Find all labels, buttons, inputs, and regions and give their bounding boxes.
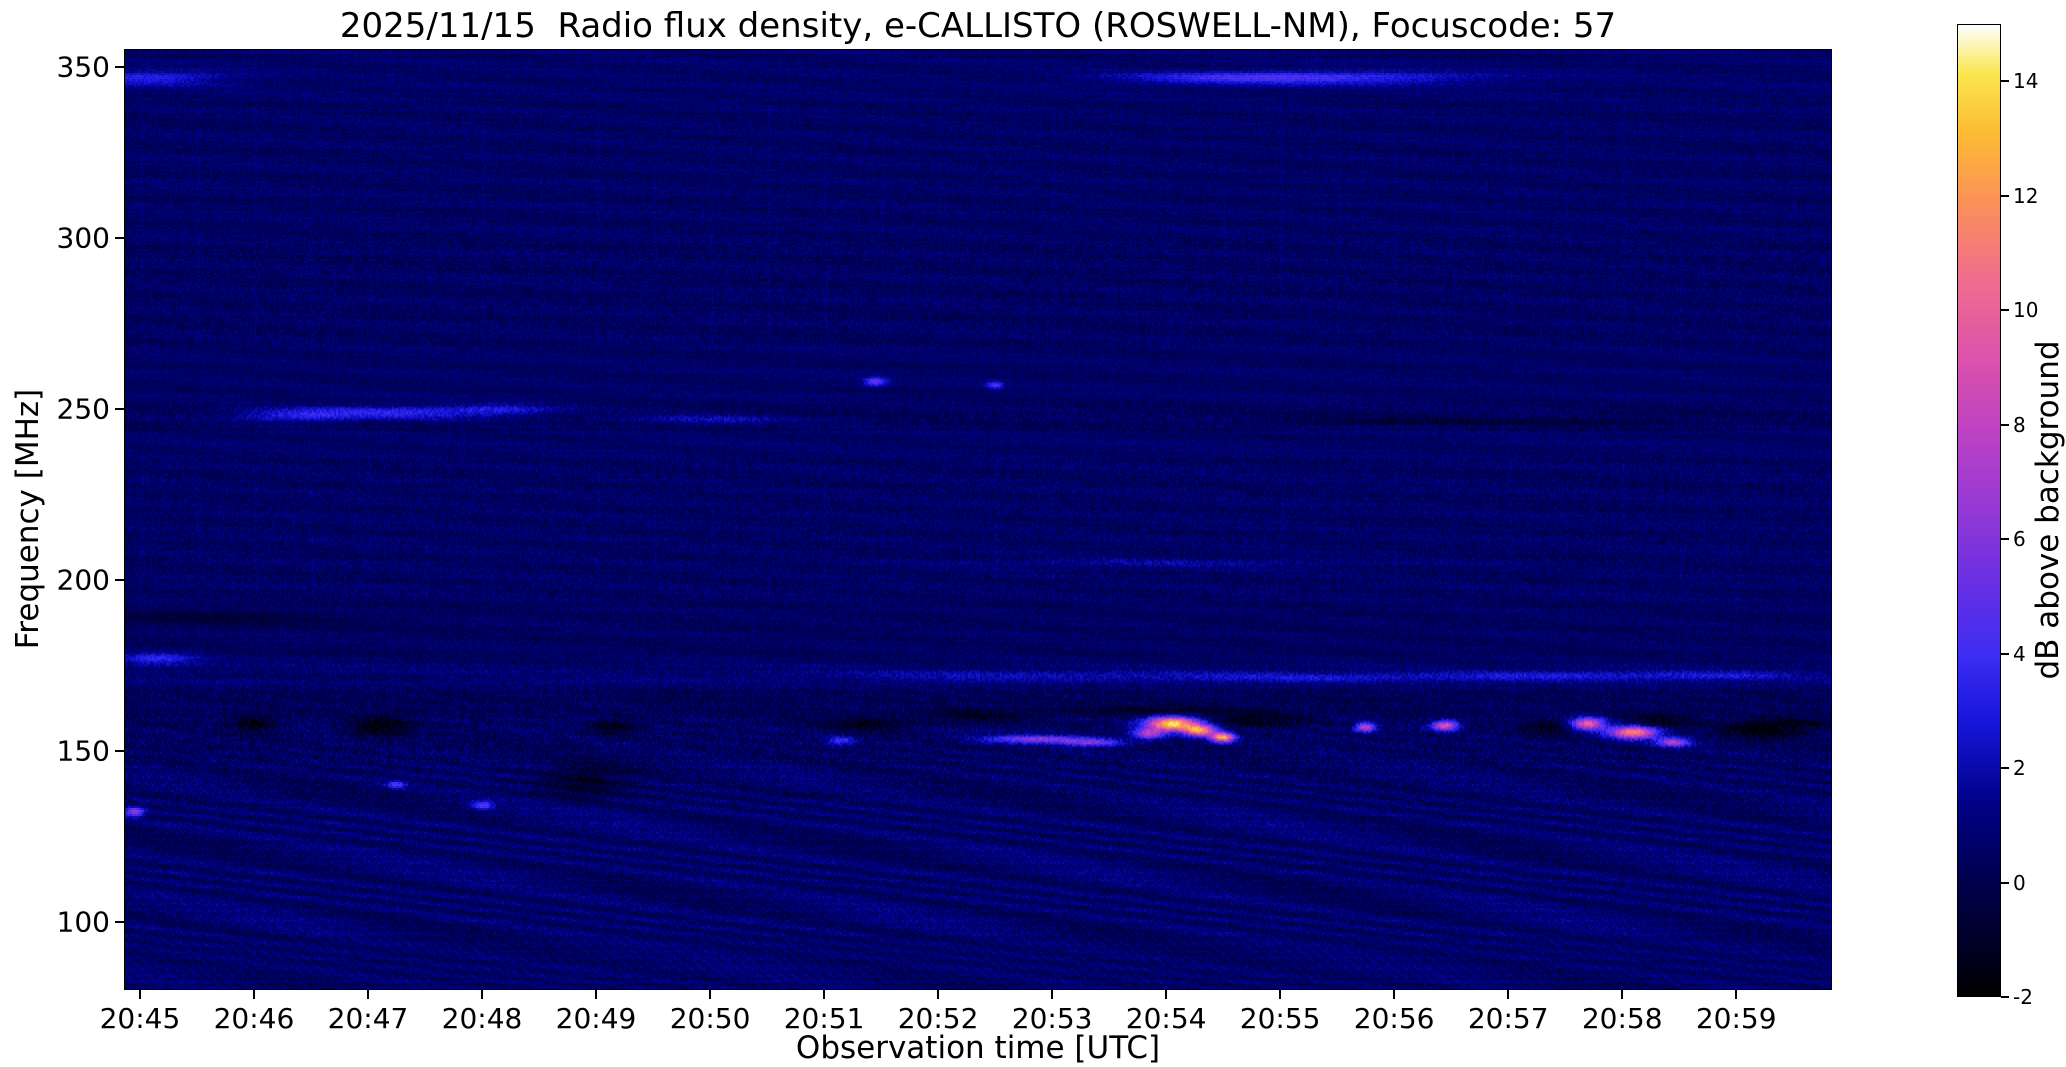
- spectrogram-heatmap: [124, 49, 1832, 990]
- x-tick-mark: [1735, 990, 1738, 999]
- x-tick-mark: [138, 990, 141, 999]
- x-tick-mark: [1165, 990, 1168, 999]
- colorbar-tick-label: 12: [2013, 183, 2039, 208]
- y-tick-mark: [115, 578, 124, 581]
- y-tick-mark: [115, 408, 124, 411]
- colorbar-label: dB above background: [2030, 340, 2066, 680]
- colorbar-tick-mark: [2001, 423, 2009, 426]
- colorbar-tick-mark: [2001, 309, 2009, 312]
- y-axis-label: Frequency [MHz]: [10, 388, 46, 650]
- x-tick-label: 20:57: [1467, 1002, 1549, 1035]
- colorbar-tick-mark: [2001, 881, 2009, 884]
- y-tick-mark: [115, 66, 124, 69]
- colorbar-tick-label: 8: [2013, 412, 2026, 437]
- x-tick-mark: [709, 990, 712, 999]
- x-tick-label: 20:48: [441, 1002, 523, 1035]
- x-tick-label: 20:49: [555, 1002, 637, 1035]
- y-tick-mark: [115, 237, 124, 240]
- colorbar-tick-mark: [2001, 996, 2009, 998]
- x-tick-mark: [823, 990, 826, 999]
- x-tick-label: 20:50: [669, 1002, 751, 1035]
- x-tick-mark: [367, 990, 369, 999]
- x-tick-mark: [595, 990, 598, 999]
- colorbar-tick-mark: [2001, 80, 2009, 83]
- plot-title: 2025/11/15 Radio flux density, e-CALLIST…: [339, 6, 1617, 46]
- y-tick-label: 200: [56, 563, 110, 597]
- x-tick-mark: [252, 990, 255, 999]
- colorbar-tick-label: 6: [2013, 527, 2026, 552]
- colorbar: [1957, 24, 2001, 997]
- colorbar-tick-label: 2: [2013, 756, 2026, 781]
- x-tick-mark: [1621, 990, 1624, 999]
- y-tick-label: 350: [56, 50, 110, 84]
- x-axis-label: Observation time [UTC]: [795, 1030, 1161, 1066]
- x-tick-mark: [1279, 990, 1282, 999]
- colorbar-tick-mark: [2001, 767, 2009, 770]
- y-tick-label: 100: [56, 905, 110, 939]
- x-tick-mark: [937, 990, 940, 999]
- y-tick-mark: [115, 920, 124, 923]
- x-tick-mark: [1507, 990, 1510, 999]
- x-tick-label: 20:56: [1353, 1002, 1435, 1035]
- colorbar-tick-mark: [2001, 538, 2009, 541]
- x-tick-mark: [481, 990, 484, 999]
- x-tick-label: 20:58: [1581, 1002, 1663, 1035]
- y-tick-label: 150: [56, 734, 110, 768]
- colorbar-tick-label: -2: [2013, 985, 2033, 1009]
- x-tick-label: 20:53: [1011, 1002, 1093, 1035]
- colorbar-tick-label: 4: [2013, 641, 2026, 666]
- x-tick-label: 20:52: [897, 1002, 979, 1035]
- x-tick-label: 20:54: [1125, 1002, 1207, 1035]
- x-tick-label: 20:59: [1695, 1002, 1777, 1035]
- x-tick-label: 20:51: [783, 1002, 865, 1035]
- colorbar-tick-label: 10: [2013, 298, 2039, 323]
- colorbar-tick-label: 14: [2013, 69, 2039, 94]
- y-tick-mark: [115, 749, 124, 752]
- x-tick-label: 20:47: [327, 1002, 409, 1035]
- colorbar-tick-label: 0: [2013, 870, 2026, 895]
- x-tick-label: 20:45: [99, 1002, 181, 1035]
- y-tick-label: 300: [56, 221, 110, 255]
- x-tick-mark: [1051, 990, 1054, 999]
- x-tick-label: 20:55: [1239, 1002, 1321, 1035]
- x-tick-label: 20:46: [213, 1002, 295, 1035]
- x-tick-mark: [1393, 990, 1396, 999]
- colorbar-tick-mark: [2001, 652, 2009, 655]
- y-tick-label: 250: [56, 392, 110, 426]
- colorbar-tick-mark: [2001, 194, 2009, 197]
